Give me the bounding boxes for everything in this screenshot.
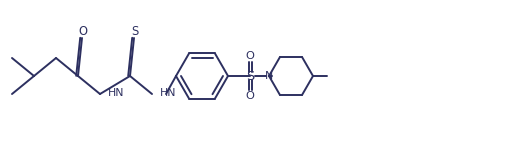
Text: O: O bbox=[79, 24, 88, 38]
Text: N: N bbox=[265, 71, 273, 81]
Text: S: S bbox=[246, 70, 254, 82]
Text: O: O bbox=[245, 51, 255, 61]
Text: HN: HN bbox=[108, 88, 125, 98]
Text: O: O bbox=[245, 91, 255, 101]
Text: HN: HN bbox=[160, 88, 176, 98]
Text: S: S bbox=[131, 24, 138, 38]
